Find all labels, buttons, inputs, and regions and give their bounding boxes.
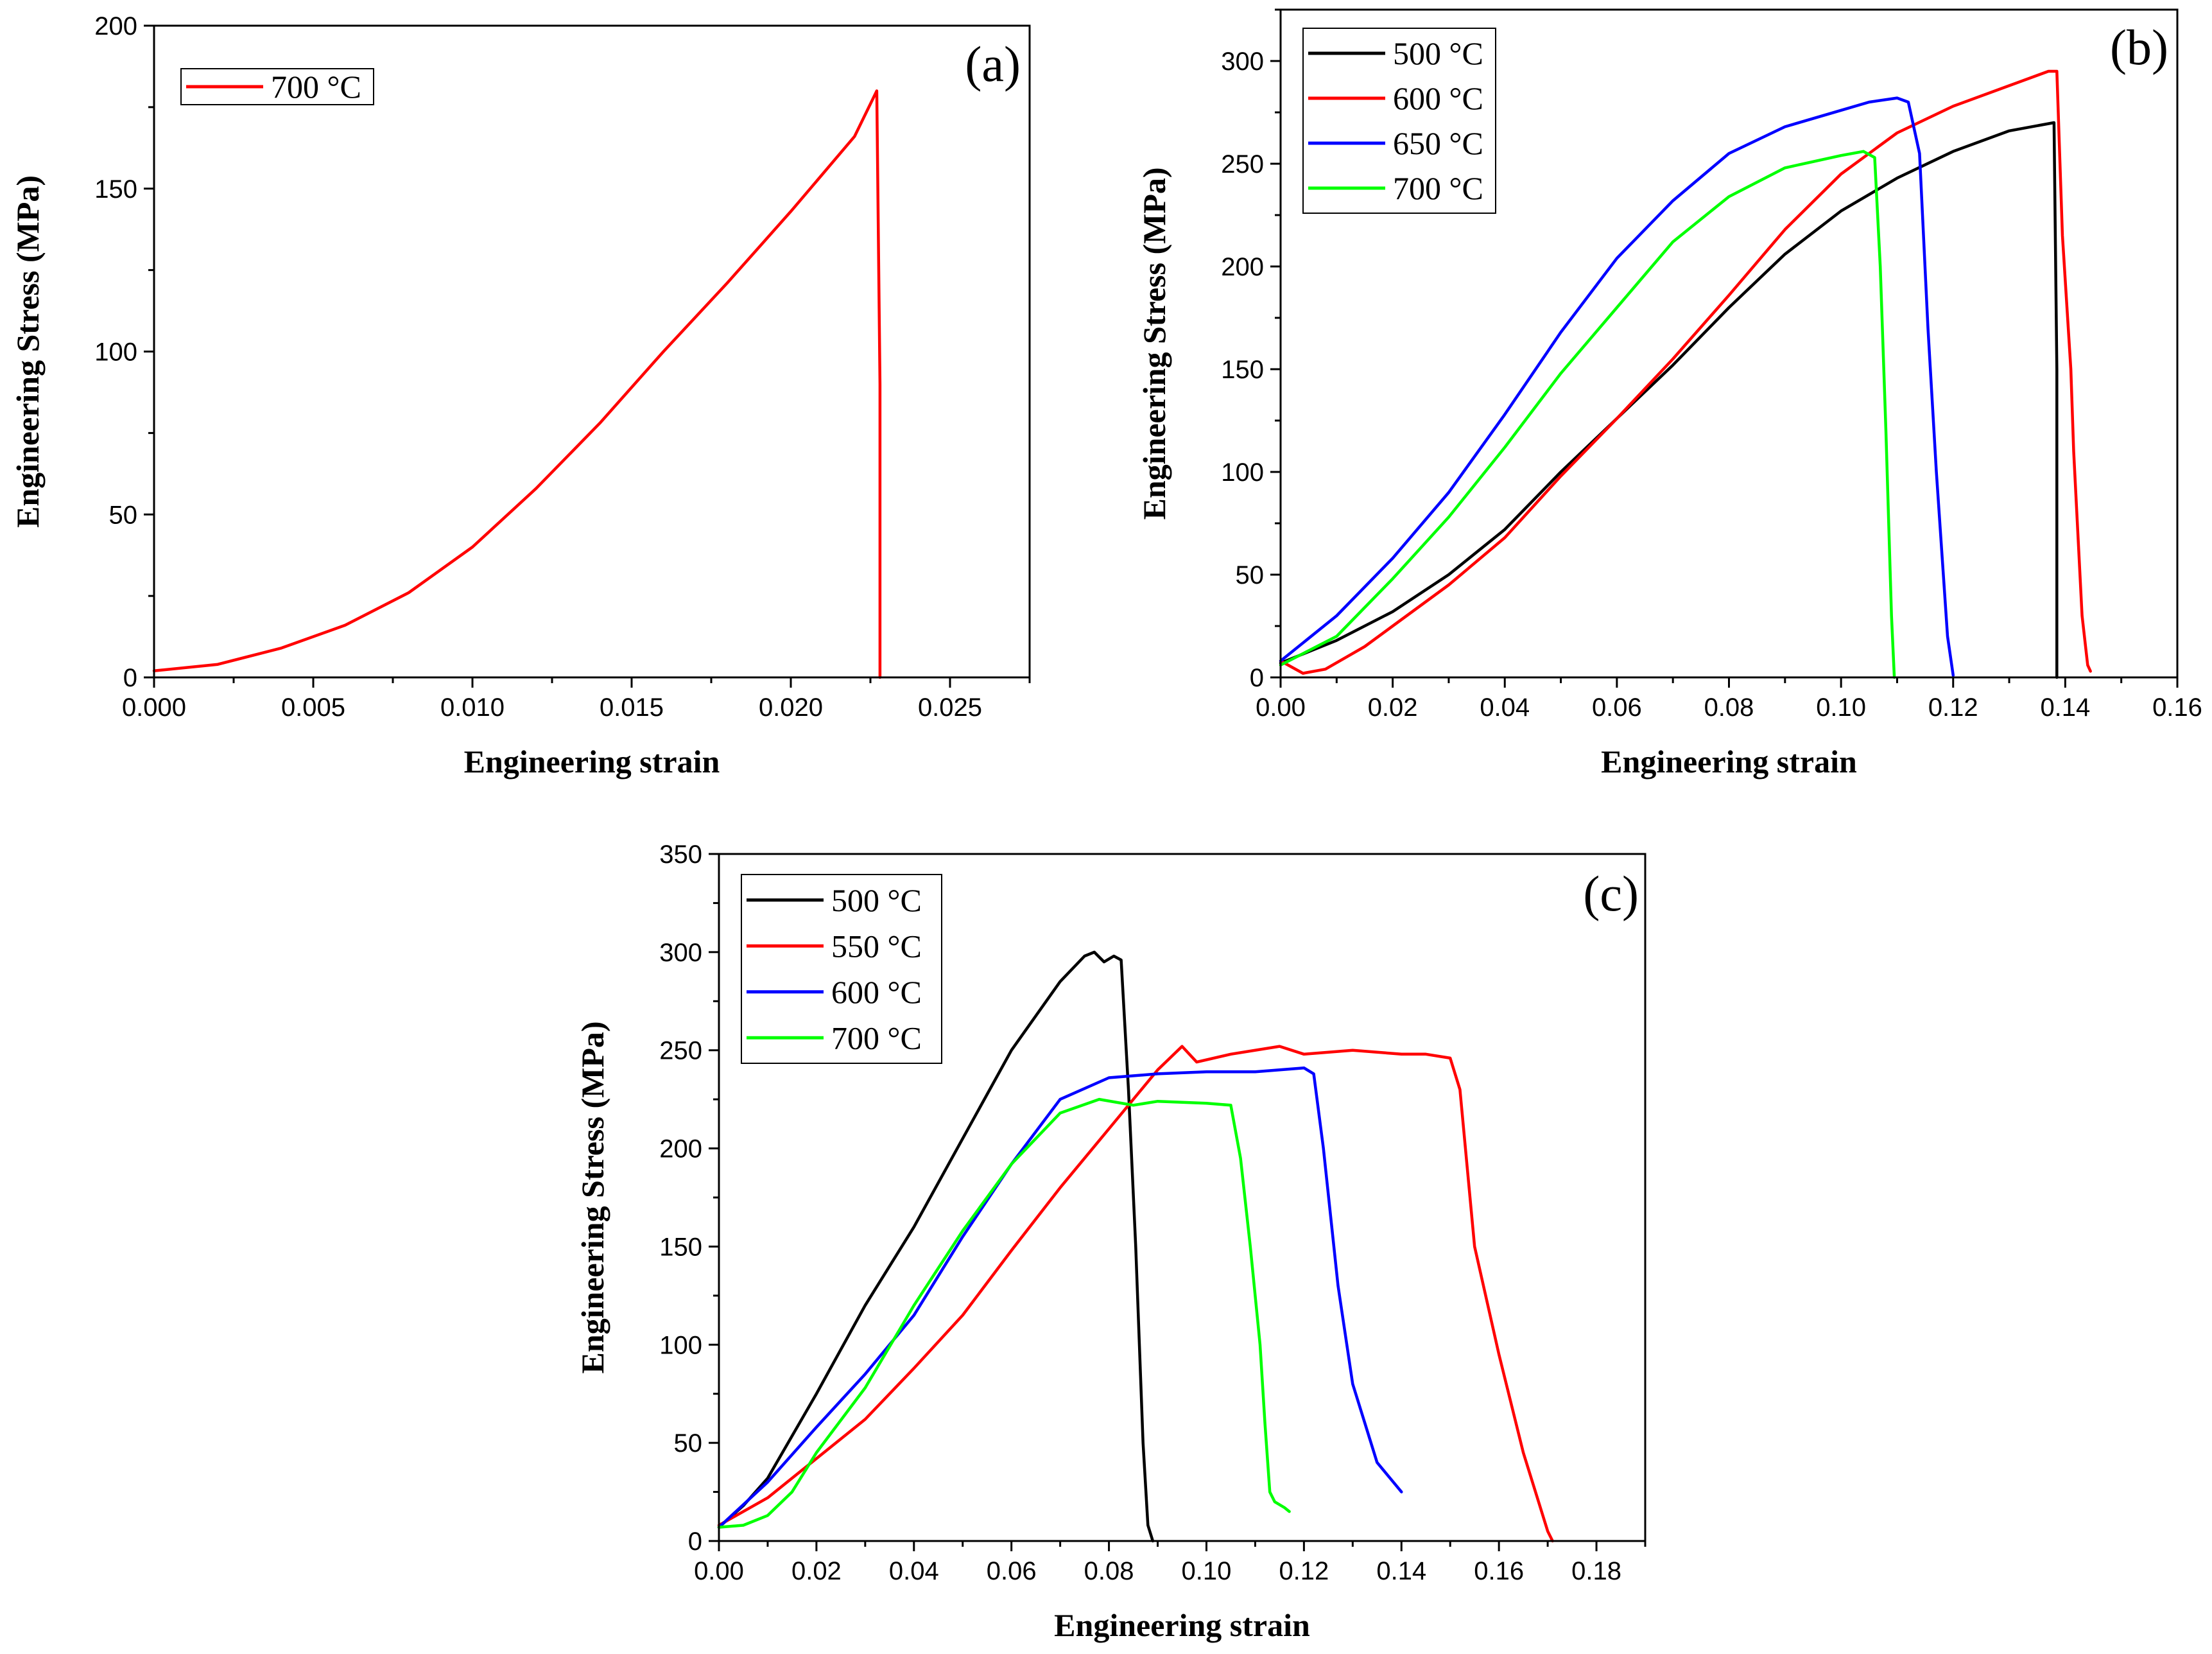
panel-c-y-tick-label: 150	[659, 1233, 702, 1261]
panel-b-y-tick-label: 150	[1221, 356, 1264, 384]
panel-b-series-line-1	[1279, 121, 2059, 679]
panel-b-legend-label-3: 650 °C	[1393, 125, 1483, 161]
panel-c-x-tick-label: 0.04	[889, 1557, 939, 1585]
panel-c-legend-label-1: 500 °C	[831, 882, 922, 918]
panel-a-label: (a)	[965, 36, 1021, 92]
panel-c-y-axis-title: Engineering Stress (MPa)	[575, 1021, 610, 1373]
panel-b-legend-label-2: 600 °C	[1393, 80, 1483, 116]
panel-a-x-axis-title: Engineering strain	[464, 744, 720, 779]
panel-c-label: (c)	[1583, 866, 1639, 921]
panel-b-y-tick-label: 200	[1221, 253, 1264, 281]
panel-c-x-tick-label: 0.06	[987, 1557, 1037, 1585]
panel-b-x-tick-label: 0.06	[1592, 693, 1642, 722]
panel-c-x-tick-label: 0.08	[1084, 1557, 1134, 1585]
panel-b-legend: 500 °C 600 °C 650 °C 700 °C	[1302, 28, 1496, 214]
panel-a: 0.000 0.005 0.010 0.015 0.020 0.025 0 50 100 150 2…	[10, 12, 1031, 779]
panel-b-series-line-4	[1279, 150, 1896, 679]
panel-b-x-tick-label: 0.08	[1704, 693, 1754, 722]
panel-c-y-tick-label: 100	[659, 1331, 702, 1359]
panel-c-series	[717, 950, 1554, 1543]
panel-a-series	[152, 89, 882, 679]
panel-b-x-axis-title: Engineering strain	[1601, 744, 1857, 779]
panel-c: 0.00 0.02 0.04 0.06 0.08 0.10 0.12 0.14 0.16 0.18…	[575, 840, 1646, 1643]
panel-b-legend-label-1: 500 °C	[1393, 35, 1483, 71]
panel-c-y-tick-label: 300	[659, 939, 702, 967]
panel-c-y-tick-label: 250	[659, 1037, 702, 1065]
panel-c-legend-label-4: 700 °C	[831, 1020, 922, 1056]
panel-a-y-axis-title: Engineering Stress (MPa)	[10, 175, 46, 528]
panel-a-x-tick-label: 0.015	[600, 693, 664, 722]
panel-b-ticks: 0.00 0.02 0.04 0.06 0.08 0.10 0.12 0.14 0.16 0 50 1…	[1221, 8, 2202, 722]
panel-c-y-tick-label: 200	[659, 1135, 702, 1163]
panel-a-x-tick-label: 0.025	[918, 693, 982, 722]
panel-c-legend-label-3: 600 °C	[831, 974, 922, 1010]
panel-b-series-line-3	[1279, 96, 1955, 677]
panel-c-x-tick-label: 0.10	[1182, 1557, 1232, 1585]
panel-a-series-line-1	[152, 89, 882, 679]
panel-a-legend-label-1: 700 °C	[271, 69, 361, 105]
panel-b-y-tick-label: 100	[1221, 458, 1264, 487]
panel-b-x-tick-label: 0.14	[2040, 693, 2090, 722]
panel-c-x-tick-label: 0.12	[1279, 1557, 1329, 1585]
panel-b-series-line-2	[1279, 69, 2092, 675]
panel-a-x-tick-label: 0.020	[759, 693, 823, 722]
panel-b-x-tick-label: 0.16	[2152, 693, 2202, 722]
panel-c-ticks: 0.00 0.02 0.04 0.06 0.08 0.10 0.12 0.14 0.16 0.18…	[659, 840, 1646, 1585]
panel-b-label: (b)	[2110, 19, 2168, 75]
panel-a-y-tick-label: 200	[94, 12, 137, 40]
panel-b-x-tick-label: 0.10	[1816, 693, 1866, 722]
panel-a-y-tick-label: 150	[94, 175, 137, 204]
panel-a-y-tick-label: 100	[94, 338, 137, 367]
panel-c-x-tick-label: 0.00	[694, 1557, 744, 1585]
panel-c-x-tick-label: 0.18	[1571, 1557, 1621, 1585]
panel-c-x-tick-label: 0.14	[1376, 1557, 1426, 1585]
panel-a-y-tick-label: 50	[109, 501, 138, 529]
panel-a-ticks: 0.000 0.005 0.010 0.015 0.020 0.025 0 50 100 150 2…	[94, 12, 1031, 722]
panel-c-y-tick-label: 350	[659, 840, 702, 869]
panel-b-x-tick-label: 0.02	[1368, 693, 1418, 722]
panel-b-y-tick-label: 250	[1221, 150, 1264, 178]
panel-b-legend-label-4: 700 °C	[1393, 170, 1483, 206]
panel-b-x-tick-label: 0.12	[1928, 693, 1978, 722]
panel-a-x-tick-label: 0.000	[122, 693, 186, 722]
panel-c-y-tick-label: 0	[688, 1528, 702, 1556]
panel-b-x-tick-label: 0.00	[1256, 693, 1306, 722]
panel-a-legend: 700 °C	[180, 68, 374, 105]
panel-c-series-line-4	[717, 1097, 1291, 1529]
panel-b-y-tick-label: 50	[1236, 561, 1265, 589]
panel-c-legend-box	[741, 874, 942, 1064]
panel-c-series-line-3	[717, 1066, 1403, 1529]
panel-c-legend-label-2: 550 °C	[831, 928, 922, 964]
panel-b-y-axis-title: Engineering Stress (MPa)	[1136, 167, 1172, 519]
panel-c-series-line-2	[717, 1045, 1554, 1543]
panel-b: 0.00 0.02 0.04 0.06 0.08 0.10 0.12 0.14 0.16 0 50 1…	[1136, 8, 2202, 779]
panel-c-x-tick-label: 0.16	[1474, 1557, 1524, 1585]
panel-c-x-axis-title: Engineering strain	[1054, 1607, 1310, 1643]
panel-a-x-tick-label: 0.010	[440, 693, 505, 722]
panel-c-legend: 500 °C 550 °C 600 °C 700 °C	[741, 874, 942, 1064]
panel-a-x-tick-label: 0.005	[281, 693, 345, 722]
panel-b-x-tick-label: 0.04	[1480, 693, 1530, 722]
panel-b-series	[1279, 69, 2092, 679]
panel-c-series-line-1	[717, 950, 1155, 1543]
panel-c-x-tick-label: 0.02	[791, 1557, 842, 1585]
panel-b-y-tick-label: 300	[1221, 48, 1264, 76]
panel-c-y-tick-label: 50	[674, 1429, 703, 1458]
panel-b-legend-box	[1302, 28, 1496, 214]
panel-a-plot-frame	[153, 24, 1031, 679]
panel-b-y-tick-label: 0	[1250, 664, 1264, 692]
panel-a-y-tick-label: 0	[123, 664, 137, 692]
